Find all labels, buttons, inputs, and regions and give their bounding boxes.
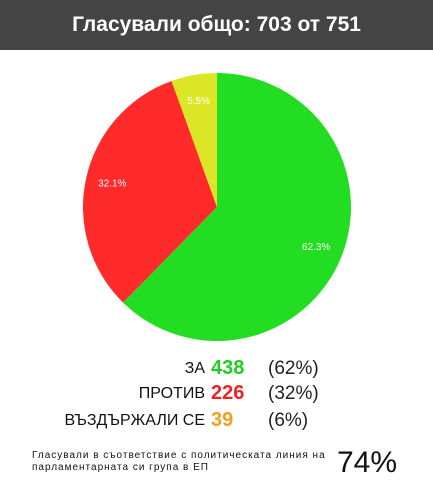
legend-label: ЗА	[184, 360, 205, 377]
legend-count: 39	[211, 409, 234, 431]
slice-label: 32.1%	[98, 179, 126, 190]
legend-row: ПРОТИВ 226 (32%)	[0, 381, 433, 407]
pie-slice	[123, 73, 351, 341]
header-title: Гласували общо: 703 от 751	[0, 0, 433, 50]
slice-label: 62.3%	[302, 242, 330, 253]
legend-count: 226	[211, 382, 245, 404]
slice-label: 5.5%	[187, 96, 210, 107]
pie-slice	[171, 73, 217, 207]
footer-text: Гласували в съответствие с политическата…	[32, 450, 326, 473]
legend-row: ЗА 438 (62%)	[0, 356, 433, 382]
legend-row: ВЪЗДЪРЖАЛИ СЕ 39 (6%)	[0, 408, 433, 434]
footer-value: 74%	[337, 446, 398, 479]
pie-slice	[82, 80, 217, 303]
legend-share: (32%)	[268, 383, 319, 404]
legend-label: ПРОТИВ	[138, 385, 205, 402]
legend-share: (62%)	[268, 358, 319, 379]
legend-share: (6%)	[268, 410, 309, 431]
legend-label: ВЪЗДЪРЖАЛИ СЕ	[64, 412, 205, 429]
legend-count: 438	[211, 357, 245, 379]
pie-chart: 62.3% 32.1% 5.5%	[82, 73, 351, 341]
